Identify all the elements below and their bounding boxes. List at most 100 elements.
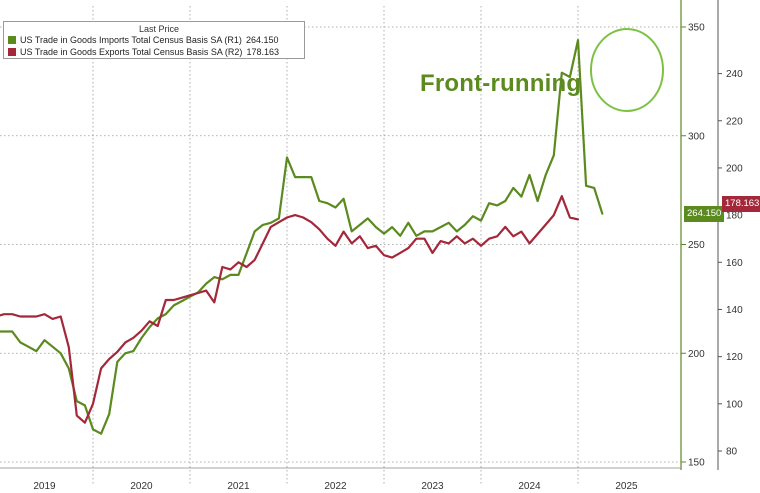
imports-data-point (310, 176, 312, 178)
exports-data-point (569, 217, 571, 219)
imports-data-point (529, 174, 531, 176)
imports-data-point (537, 200, 539, 202)
imports-data-point (488, 202, 490, 204)
left-axis-tick-label: 200 (688, 349, 705, 360)
exports-data-point (488, 238, 490, 240)
imports-data-point (464, 224, 466, 226)
exports-data-point (327, 238, 329, 240)
x-axis-tick-label: 2024 (518, 481, 541, 492)
imports-data-point (399, 235, 401, 237)
exports-data-point (302, 217, 304, 219)
exports-data-point (521, 231, 523, 233)
imports-data-point (44, 339, 46, 341)
imports-data-point (213, 276, 215, 278)
imports-data-point (84, 405, 86, 407)
exports-data-point (480, 245, 482, 247)
legend-header: Last Price (139, 24, 180, 34)
imports-data-point (278, 218, 280, 220)
exports-data-point (173, 299, 175, 301)
imports-data-point (28, 346, 30, 348)
imports-data-point (480, 220, 482, 222)
exports-data-point (213, 302, 215, 304)
exports-data-point (165, 299, 167, 301)
exports-data-point (157, 325, 159, 327)
imports-data-point (205, 283, 207, 285)
imports-data-point (230, 274, 232, 276)
imports-data-point (383, 233, 385, 235)
exports-data-point (335, 245, 337, 247)
imports-data-point (149, 326, 151, 328)
legend-item-imports: US Trade in Goods Imports Total Census B… (8, 34, 278, 46)
exports-data-point (60, 316, 62, 318)
exports-data-point (448, 243, 450, 245)
legend-imports-label: US Trade in Goods Imports Total Census B… (20, 35, 242, 45)
imports-data-point (440, 226, 442, 228)
exports-swatch (8, 48, 16, 56)
exports-data-point (424, 238, 426, 240)
exports-data-point (440, 240, 442, 242)
exports-data-point (278, 221, 280, 223)
legend: Last Price US Trade in Goods Imports Tot… (3, 21, 305, 59)
exports-data-point (577, 219, 579, 221)
imports-data-point (553, 155, 555, 157)
exports-data-point (310, 221, 312, 223)
x-axis-tick-label: 2022 (324, 481, 347, 492)
exports-data-point (270, 226, 272, 228)
imports-series-line (0, 39, 604, 435)
imports-data-point (577, 39, 579, 41)
imports-data-point (351, 231, 353, 233)
exports-data-point (254, 259, 256, 261)
exports-data-point (407, 247, 409, 249)
imports-data-point (157, 318, 159, 320)
imports-data-point (68, 368, 70, 370)
x-axis-tick-label: 2020 (130, 481, 153, 492)
imports-data-point (19, 342, 21, 344)
legend-imports-value: 264.150 (245, 35, 279, 45)
exports-series-line (0, 195, 580, 424)
exports-data-point (319, 228, 321, 230)
imports-data-point (585, 185, 587, 187)
imports-data-point (359, 224, 361, 226)
exports-data-point (294, 214, 296, 216)
imports-data-point (335, 207, 337, 209)
exports-data-point (553, 214, 555, 216)
exports-data-point (197, 292, 199, 294)
exports-data-point (76, 415, 78, 417)
exports-data-point (561, 195, 563, 197)
imports-data-point (456, 231, 458, 233)
exports-data-point (367, 247, 369, 249)
exports-data-point (141, 330, 143, 332)
imports-last-value-tag: 264.150 (684, 206, 725, 222)
exports-data-point (238, 261, 240, 263)
exports-data-point (116, 351, 118, 353)
imports-data-point (3, 331, 5, 333)
exports-data-point (28, 316, 30, 318)
axis-layer: 150 200 250 300 350 80 100 120 140 160 180 200 220 24… (0, 0, 743, 492)
imports-data-point (270, 222, 272, 224)
imports-data-point (545, 174, 547, 176)
exports-data-point (100, 368, 102, 370)
imports-data-point (254, 231, 256, 233)
exports-data-point (343, 231, 345, 233)
imports-data-point (262, 224, 264, 226)
exports-data-point (351, 243, 353, 245)
imports-data-point (593, 187, 595, 189)
grid-layer (0, 6, 680, 484)
imports-data-point (391, 226, 393, 228)
exports-data-point (189, 295, 191, 297)
exports-data-point (92, 403, 94, 405)
exports-data-point (359, 236, 361, 238)
imports-data-point (133, 350, 135, 352)
exports-data-point (205, 290, 207, 292)
exports-data-point (262, 243, 264, 245)
exports-data-point (464, 243, 466, 245)
imports-data-point (165, 313, 167, 315)
left-axis-tick-label: 300 (688, 131, 705, 142)
legend-item-exports: US Trade in Goods Exports Total Census B… (8, 46, 279, 58)
imports-swatch (8, 36, 16, 44)
left-axis-tick-label: 250 (688, 240, 705, 251)
left-axis-tick-label: 150 (688, 458, 705, 469)
imports-data-point (141, 337, 143, 339)
exports-data-point (125, 342, 127, 344)
